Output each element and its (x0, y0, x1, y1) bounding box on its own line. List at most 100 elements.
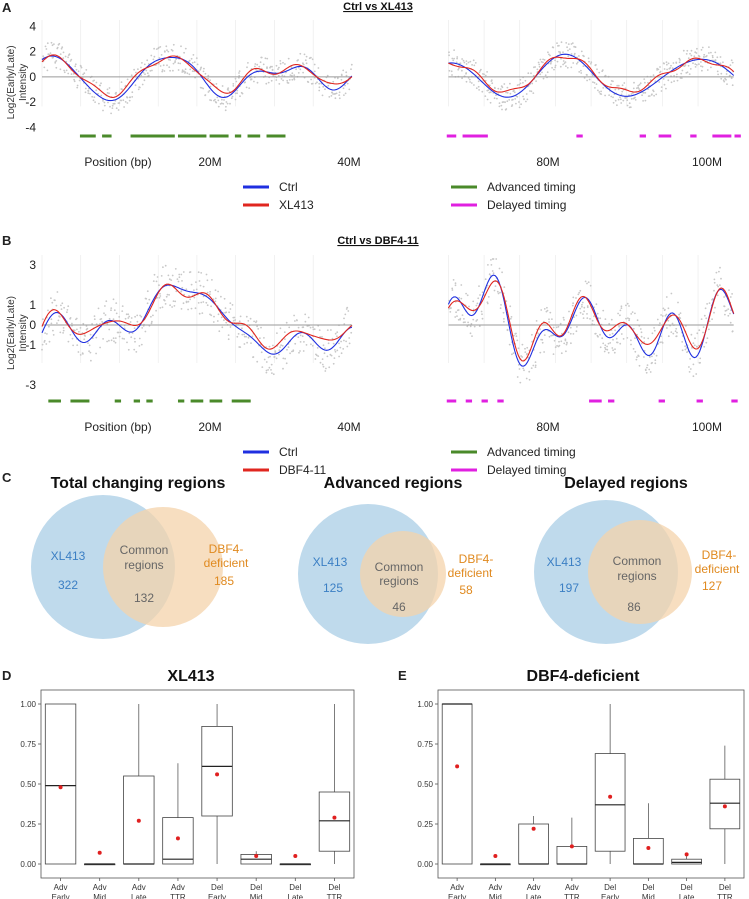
data-point (461, 77, 463, 80)
data-point (711, 298, 714, 300)
data-point (239, 315, 242, 318)
data-point (558, 344, 561, 347)
data-point (220, 316, 223, 319)
data-point (175, 58, 178, 60)
x-tick-label: Early (448, 893, 466, 899)
panel-letter-a: A (2, 0, 12, 15)
data-point (225, 321, 228, 324)
data-point (73, 80, 76, 83)
data-point (622, 338, 625, 340)
data-point (279, 60, 282, 62)
data-point (103, 312, 105, 315)
data-point (133, 348, 136, 351)
data-point (95, 81, 98, 84)
data-point (593, 315, 595, 318)
y-tick-label: 0.50 (20, 780, 36, 789)
data-point (174, 300, 177, 303)
right-segment (447, 255, 735, 384)
data-point (152, 280, 155, 282)
data-point (458, 67, 460, 70)
data-point (627, 317, 629, 319)
data-point (503, 320, 505, 323)
data-point (568, 310, 570, 313)
data-point (452, 279, 455, 281)
panel-d-title: XL413 (167, 668, 214, 685)
data-point (348, 337, 351, 339)
data-point (59, 53, 62, 55)
data-point (123, 338, 125, 340)
data-point (552, 353, 555, 355)
data-point (614, 329, 616, 332)
data-point (614, 99, 617, 102)
data-point (82, 73, 84, 76)
data-point (730, 77, 733, 80)
data-point (448, 69, 451, 72)
data-point (189, 68, 192, 71)
data-point (176, 278, 179, 280)
data-point (510, 105, 513, 107)
data-point (109, 105, 111, 108)
data-point (214, 289, 217, 292)
data-point (461, 314, 464, 316)
data-point (291, 78, 294, 81)
data-point (456, 315, 458, 317)
data-point (601, 337, 604, 340)
panel-e-title: DBF4-deficient (527, 668, 641, 685)
data-point (150, 315, 152, 318)
y-axis-label: Log2(Early/Late) (6, 45, 17, 119)
data-point (472, 59, 475, 62)
y-tick-label: 0 (29, 318, 36, 332)
data-point (107, 101, 109, 104)
data-point (538, 63, 541, 66)
data-point (477, 80, 480, 83)
data-point (515, 102, 517, 105)
data-point (293, 74, 296, 77)
data-point (334, 97, 337, 100)
data-point (287, 82, 290, 84)
mean-dot (215, 772, 220, 777)
data-point (676, 79, 679, 82)
data-point (336, 335, 338, 338)
data-point (713, 289, 715, 292)
data-point (567, 43, 570, 45)
data-point (528, 378, 531, 381)
data-point (229, 302, 232, 304)
data-point (155, 48, 158, 50)
venn-common-count: 132 (134, 591, 154, 605)
data-point (600, 93, 603, 95)
data-point (601, 69, 604, 71)
data-point (723, 305, 726, 308)
data-point (340, 78, 343, 81)
data-point (232, 83, 235, 85)
legend-label: Ctrl (279, 445, 298, 459)
venn-xl413-label: XL413 (547, 555, 582, 569)
data-point (67, 72, 70, 75)
data-point (557, 45, 559, 47)
data-point (465, 60, 468, 62)
data-point (350, 331, 353, 334)
data-point (563, 319, 565, 321)
data-point (729, 296, 732, 298)
data-point (497, 87, 500, 90)
data-point (133, 68, 136, 71)
data-point (64, 55, 67, 58)
data-point (566, 342, 568, 344)
data-point (620, 333, 623, 335)
box-rect (594, 753, 626, 852)
data-point (343, 317, 345, 320)
data-point (554, 346, 557, 349)
data-point (106, 340, 108, 343)
data-point (347, 310, 350, 312)
data-point (689, 68, 692, 70)
data-point (493, 289, 496, 292)
data-point (644, 91, 647, 94)
data-point (565, 65, 567, 67)
data-point (272, 344, 274, 347)
data-point (84, 91, 87, 94)
data-point (50, 322, 53, 325)
mean-dot (58, 785, 63, 790)
data-point (604, 346, 606, 349)
data-point (188, 295, 190, 297)
data-point (108, 317, 111, 320)
data-point (256, 81, 259, 84)
